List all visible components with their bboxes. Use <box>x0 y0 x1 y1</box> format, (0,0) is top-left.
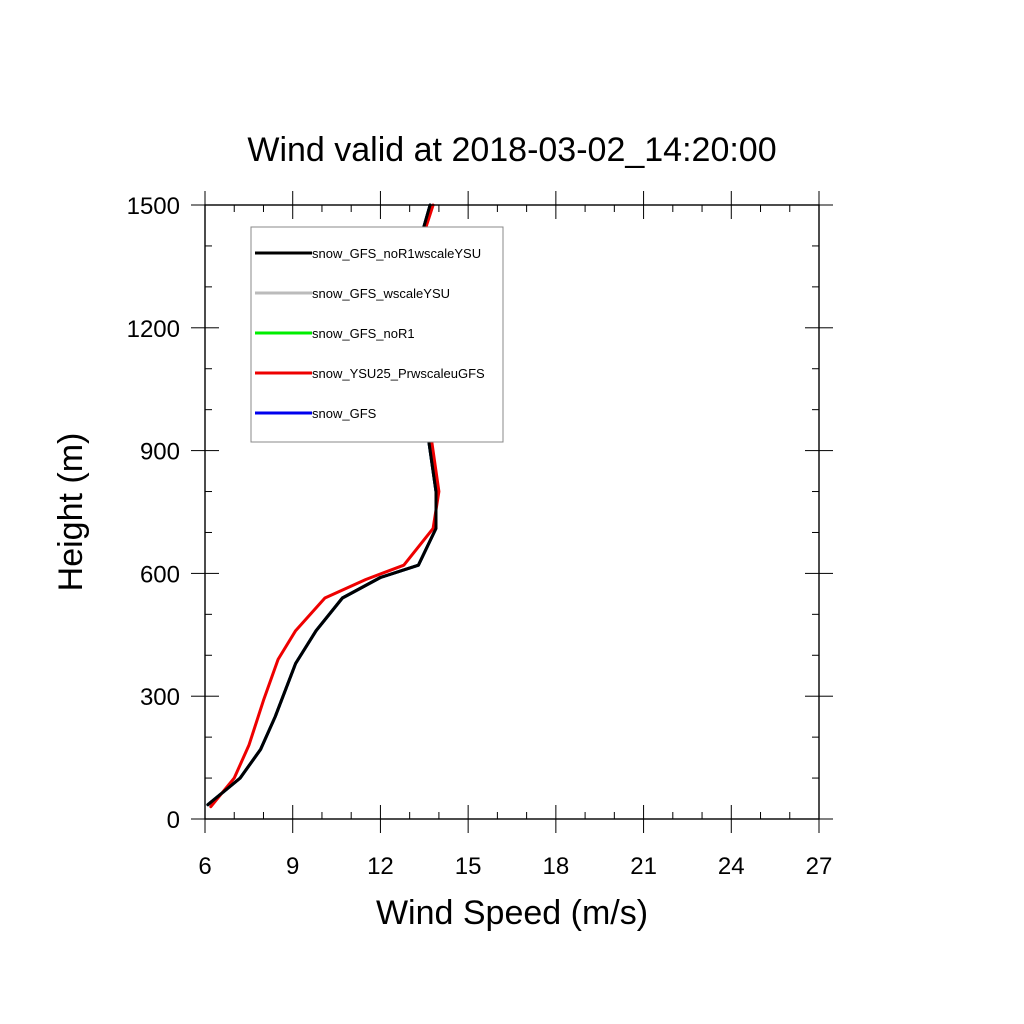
x-tick-label: 24 <box>718 853 745 880</box>
legend-label: snow_GFS_noR1 <box>312 326 415 341</box>
x-tick-label: 15 <box>455 853 482 880</box>
chart-title: Wind valid at 2018-03-02_14:20:00 <box>247 131 776 169</box>
plot-frame <box>204 204 820 820</box>
y-axis-label: Height (m) <box>52 433 90 592</box>
y-tick-label: 1200 <box>127 316 180 343</box>
x-tick-label: 12 <box>367 853 394 880</box>
x-axis-label: Wind Speed (m/s) <box>376 894 648 932</box>
y-tick-label: 600 <box>140 561 180 588</box>
legend: snow_GFS_noR1wscaleYSU snow_GFS_wscaleYSU… <box>250 226 504 443</box>
x-tick-label: 9 <box>286 853 299 880</box>
x-tick-label: 27 <box>806 853 833 880</box>
y-tick-label: 0 <box>167 807 180 834</box>
tick-labels: 6 9 12 15 18 21 24 27 0 300 600 900 1200 1500 <box>127 193 833 880</box>
y-tick-label: 1500 <box>127 193 180 220</box>
x-tick-label: 21 <box>630 853 657 880</box>
x-tick-label: 18 <box>543 853 570 880</box>
legend-label: snow_GFS_noR1wscaleYSU <box>312 246 481 261</box>
y-tick-label: 300 <box>140 684 180 711</box>
legend-label: snow_YSU25_PrwscaleuGFS <box>312 366 485 381</box>
legend-label: snow_GFS_wscaleYSU <box>312 286 450 301</box>
y-tick-label: 900 <box>140 439 180 466</box>
x-tick-label: 6 <box>198 853 211 880</box>
legend-label: snow_GFS <box>312 406 377 421</box>
